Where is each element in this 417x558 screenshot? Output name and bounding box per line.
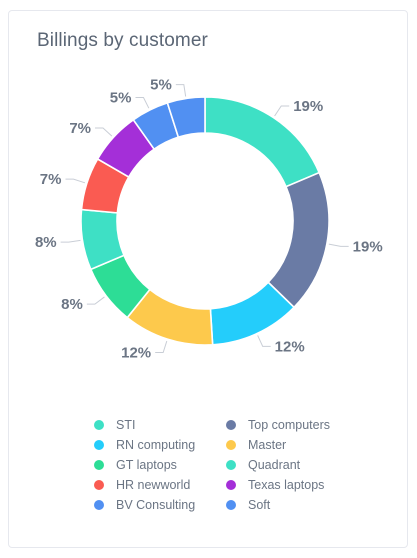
slice-value-label: 8% [61, 296, 83, 313]
slice-value-label: 7% [69, 120, 91, 137]
legend-label: BV Consulting [116, 497, 196, 512]
legend-item-soft[interactable]: Soft [226, 495, 386, 514]
legend-item-bv-consulting[interactable]: BV Consulting [94, 495, 226, 514]
chart-title: Billings by customer [37, 30, 208, 51]
donut-slice-top-computers[interactable] [267, 171, 330, 309]
slice-leader-line [257, 335, 271, 347]
legend-item-gt-laptops[interactable]: GT laptops [94, 455, 226, 474]
legend-item-top-computers[interactable]: Top computers [226, 415, 386, 434]
legend-label: Master [248, 437, 287, 452]
legend-item-rn-computing[interactable]: RN computing [94, 435, 226, 454]
slice-value-label: 5% [110, 89, 132, 106]
slice-leader-line [95, 127, 113, 137]
legend-label: Top computers [248, 417, 330, 432]
legend-swatch [226, 419, 236, 430]
slice-value-label: 8% [35, 234, 57, 251]
donut-chart: 19% 19% 12% 12% 8% 8% 7% 7% 5% 5% [35, 77, 383, 362]
slice-value-label: 19% [293, 98, 323, 115]
legend-swatch [226, 439, 236, 450]
legend-label: STI [116, 417, 136, 432]
slice-leader-line [155, 340, 168, 354]
chart-card: Billings by customer 19% 19% 12% 12% 8% 8% 7% 7… [8, 10, 408, 548]
slice-leader-line [60, 239, 81, 243]
legend-swatch [94, 499, 104, 510]
slice-value-label: 5% [150, 77, 172, 94]
legend-swatch [94, 479, 104, 490]
legend-item-master[interactable]: Master [226, 435, 386, 454]
slice-leader-line [135, 96, 150, 109]
legend-label: RN computing [116, 437, 196, 452]
slice-leader-line [65, 178, 86, 184]
legend-label: Quadrant [248, 457, 301, 472]
slice-leader-line [86, 296, 105, 305]
slice-leader-line [175, 84, 187, 97]
slice-value-label: 7% [40, 171, 62, 188]
legend-item-quadrant[interactable]: Quadrant [226, 455, 386, 474]
legend-item-hr-newworld[interactable]: HR newworld [94, 475, 226, 494]
chart-legend: STI Top computers RN computing Master GT… [94, 415, 404, 514]
legend-item-texas-laptops[interactable]: Texas laptops [226, 475, 386, 494]
legend-swatch [226, 499, 236, 510]
slice-value-label: 12% [121, 345, 151, 362]
slice-leader-line [274, 105, 290, 117]
donut-slice-soft[interactable] [166, 96, 206, 139]
legend-swatch [94, 439, 104, 450]
legend-label: GT laptops [116, 457, 177, 472]
legend-label: Soft [248, 497, 271, 512]
legend-item-sti[interactable]: STI [94, 415, 226, 434]
legend-label: HR newworld [116, 477, 191, 492]
legend-swatch [226, 479, 236, 490]
legend-label: Texas laptops [248, 477, 325, 492]
slice-value-label: 12% [275, 338, 305, 355]
slice-value-label: 19% [353, 238, 383, 255]
legend-swatch [94, 419, 104, 430]
legend-swatch [226, 459, 236, 470]
slice-leader-line [328, 243, 349, 247]
legend-swatch [94, 459, 104, 470]
